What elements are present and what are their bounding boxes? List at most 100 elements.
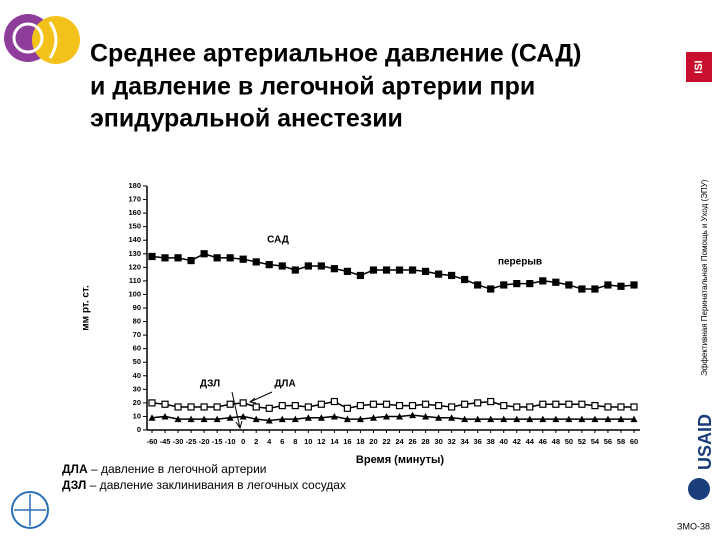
point xyxy=(382,266,391,274)
x-tick-label: 18 xyxy=(356,437,364,446)
arrow xyxy=(248,391,273,404)
point xyxy=(187,403,195,411)
point xyxy=(369,400,378,408)
y-tick-label: 170 xyxy=(128,195,141,204)
point xyxy=(448,414,456,421)
point xyxy=(330,412,338,420)
point xyxy=(604,403,612,411)
point xyxy=(408,402,417,410)
point xyxy=(552,278,560,286)
point xyxy=(317,262,325,270)
x-tick-label: 48 xyxy=(552,437,560,446)
top-logo xyxy=(4,14,80,64)
x-tick-label: 6 xyxy=(280,437,284,446)
point xyxy=(330,397,338,406)
point xyxy=(239,255,247,263)
x-tick-label: 14 xyxy=(330,437,339,446)
point xyxy=(356,271,365,280)
point xyxy=(252,403,260,411)
y-tick-label: 40 xyxy=(133,371,141,380)
x-tick-label: 58 xyxy=(617,437,625,446)
point xyxy=(474,399,482,407)
x-tick-label: -20 xyxy=(199,437,210,446)
point xyxy=(304,414,312,421)
x-axis-label: Время (минуты) xyxy=(356,454,444,466)
point xyxy=(174,415,182,423)
annotation: ДЗЛ xyxy=(200,379,220,390)
side-strip: ISI Эффективная Перинатальная Помощь и У… xyxy=(686,52,715,500)
point xyxy=(239,412,247,420)
y-tick-label: 0 xyxy=(137,425,141,434)
point xyxy=(604,281,612,289)
note: ДЛА – давление в легочной артерии xyxy=(62,462,266,476)
x-tick-label: 46 xyxy=(539,437,547,446)
point xyxy=(539,277,547,285)
y-tick-label: 80 xyxy=(133,317,141,326)
point xyxy=(526,403,534,411)
series-line xyxy=(151,400,634,410)
point xyxy=(578,415,586,423)
x-tick-label: 8 xyxy=(293,437,297,446)
title-line: Среднее артериальное давление (САД) xyxy=(90,40,581,68)
point xyxy=(187,256,195,265)
point xyxy=(565,281,573,289)
point xyxy=(474,281,482,289)
slide-number: ЗМО-38 xyxy=(677,521,710,531)
point xyxy=(578,400,586,408)
point xyxy=(630,415,638,423)
series-line xyxy=(151,252,635,290)
title-line: эпидуральной анестезии xyxy=(90,105,403,133)
point xyxy=(409,411,417,419)
point xyxy=(552,400,560,408)
point xyxy=(226,414,234,421)
point xyxy=(161,412,169,420)
point xyxy=(252,258,260,266)
x-tick-label: -10 xyxy=(225,437,236,446)
point xyxy=(291,266,299,274)
point xyxy=(487,397,495,406)
y-tick-label: 20 xyxy=(133,398,141,407)
x-tick-label: 60 xyxy=(630,437,638,446)
point xyxy=(422,412,430,420)
point xyxy=(343,404,352,412)
point xyxy=(461,415,469,423)
point xyxy=(317,400,325,408)
annotation: ДЛА xyxy=(274,379,295,390)
x-tick-label: 52 xyxy=(578,437,586,446)
annotation: перерыв xyxy=(498,257,542,268)
who-logo xyxy=(11,491,49,529)
y-axis-label: мм рт. ст. xyxy=(81,285,92,331)
point xyxy=(434,402,443,410)
x-tick-label: -45 xyxy=(160,437,171,446)
x-tick-label: -25 xyxy=(186,437,197,446)
y-tick-label: 90 xyxy=(133,303,141,312)
point xyxy=(539,415,547,423)
y-tick-label: 70 xyxy=(133,330,141,339)
y-tick-label: 110 xyxy=(129,276,141,285)
point xyxy=(591,415,599,423)
point xyxy=(500,402,508,410)
point xyxy=(200,403,208,411)
x-tick-label: 12 xyxy=(317,437,325,446)
x-tick-label: 22 xyxy=(382,437,390,446)
y-tick-label: 180 xyxy=(128,181,141,190)
point xyxy=(343,415,351,423)
point xyxy=(487,415,495,423)
point xyxy=(435,414,443,421)
point xyxy=(526,415,534,423)
point xyxy=(617,282,625,290)
point xyxy=(434,270,443,278)
series-line xyxy=(151,414,634,422)
x-tick-label: 20 xyxy=(369,437,377,446)
y-tick-label: 60 xyxy=(133,344,141,353)
point xyxy=(604,415,612,423)
point xyxy=(317,414,325,421)
point xyxy=(200,250,208,258)
x-tick-label: -15 xyxy=(212,437,223,446)
point xyxy=(421,400,430,408)
point xyxy=(500,281,508,289)
y-tick-label: 120 xyxy=(128,262,141,271)
point xyxy=(226,400,234,408)
x-tick-label: 38 xyxy=(487,437,495,446)
x-tick-label: 32 xyxy=(447,437,455,446)
